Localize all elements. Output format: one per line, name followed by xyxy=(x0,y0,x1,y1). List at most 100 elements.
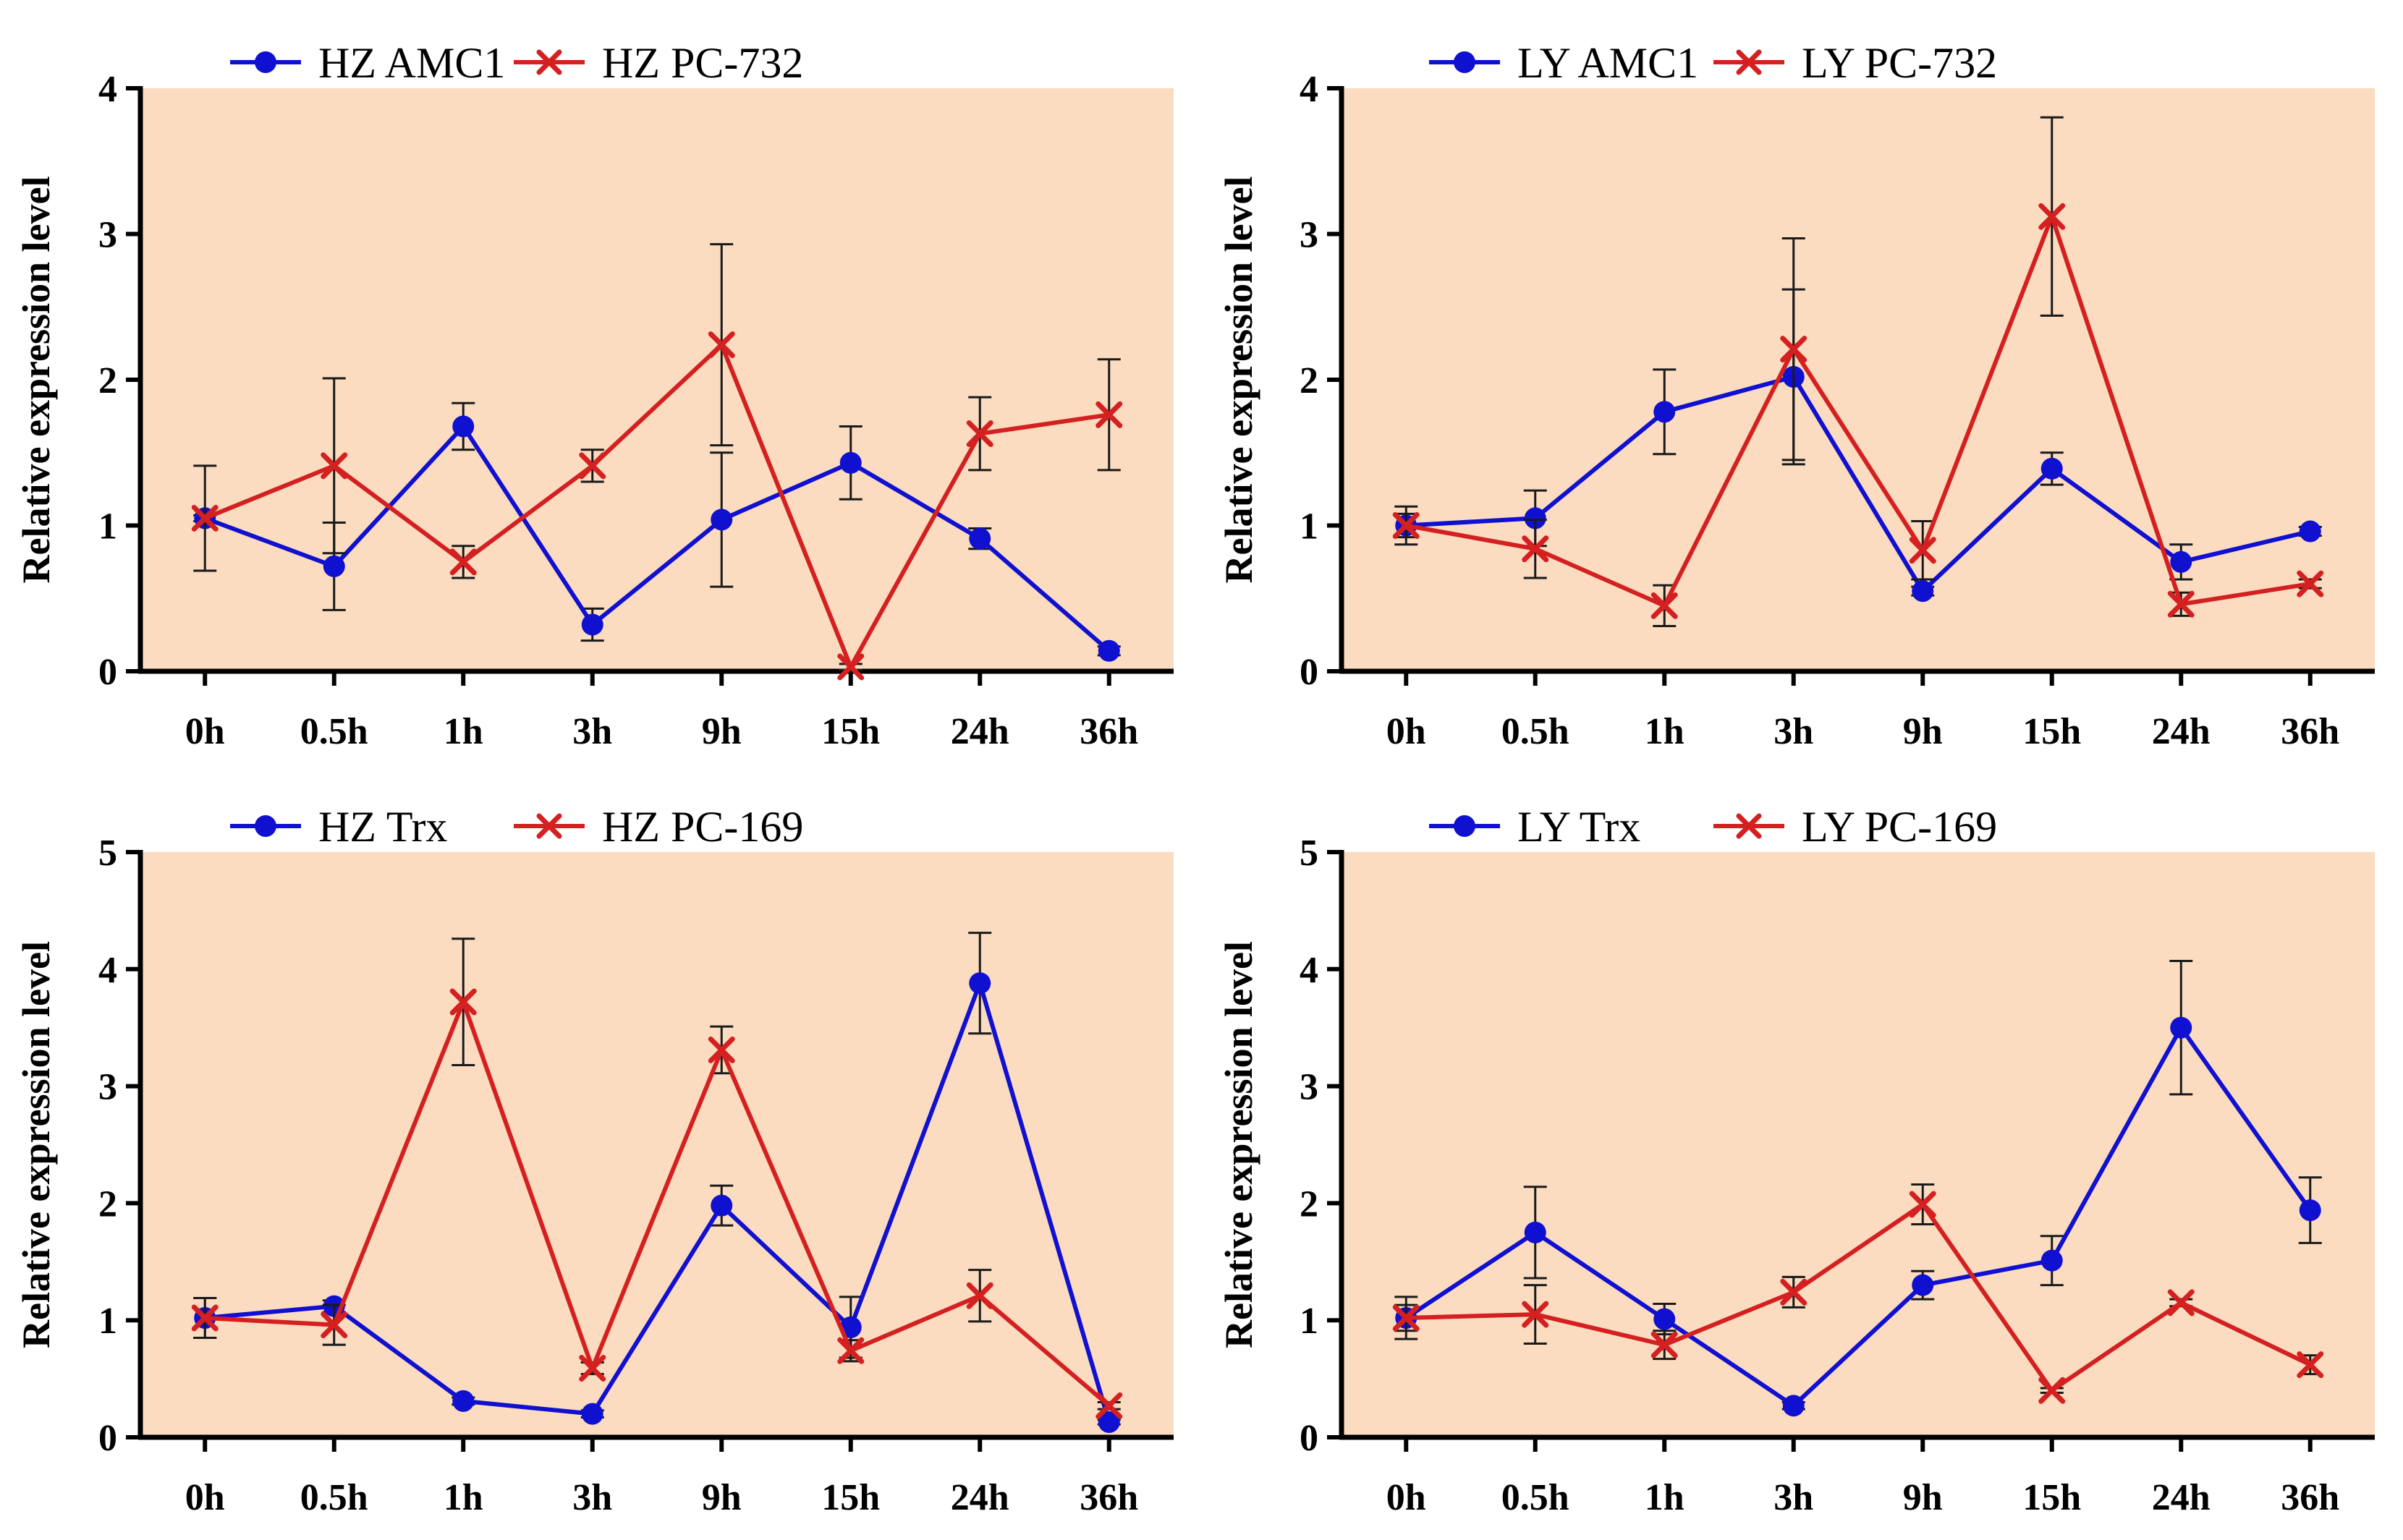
x-tick-label: 0.5h xyxy=(1501,711,1569,752)
data-point xyxy=(966,1282,993,1309)
legend-entry: LY Trx xyxy=(1429,803,1640,851)
y-tick-label: 5 xyxy=(98,833,117,874)
data-point xyxy=(579,1355,606,1382)
y-tick-label: 1 xyxy=(1300,1301,1318,1342)
x-tick-label: 1h xyxy=(1645,711,1684,752)
data-point xyxy=(2167,1289,2195,1316)
data-point xyxy=(708,331,735,359)
legend-label: HZ AMC1 xyxy=(318,39,505,87)
x-tick-label: 15h xyxy=(821,1477,880,1518)
data-point xyxy=(1650,1331,1678,1358)
y-tick-label: 0 xyxy=(98,1418,117,1459)
data-point xyxy=(1909,537,1936,564)
x-tick-label: 36h xyxy=(1080,711,1138,752)
y-tick-label: 4 xyxy=(1300,950,1318,991)
data-point xyxy=(1782,1395,1805,1417)
legend-marker xyxy=(1736,813,1762,839)
x-tick-label: 36h xyxy=(1080,1477,1138,1518)
y-axis-title: Relative expression level xyxy=(1217,941,1260,1348)
legend-label: LY PC-169 xyxy=(1802,803,1997,851)
series-ly-pc-732 xyxy=(1392,116,2324,628)
data-point xyxy=(2297,1351,2324,1379)
data-point xyxy=(1524,1221,1546,1243)
x-tick-label: 3h xyxy=(572,1477,612,1518)
plot-background xyxy=(1342,852,2375,1437)
data-point xyxy=(966,420,993,448)
legend-label: HZ PC-169 xyxy=(602,803,803,851)
x-tick-label: 0h xyxy=(1386,711,1426,752)
data-point xyxy=(2040,457,2063,480)
x-tick-label: 0h xyxy=(185,1477,225,1518)
data-point xyxy=(452,1390,475,1412)
x-tick-label: 0.5h xyxy=(300,1477,368,1518)
data-point xyxy=(449,988,477,1016)
legend-entry: HZ AMC1 xyxy=(230,39,505,87)
y-tick-label: 3 xyxy=(98,1067,117,1108)
data-point xyxy=(1909,1191,1936,1218)
y-tick-label: 3 xyxy=(98,215,117,256)
x-tick-label: 0h xyxy=(185,711,225,752)
series-hz-pc-732 xyxy=(191,243,1123,681)
data-point xyxy=(2170,550,2192,573)
x-tick-label: 3h xyxy=(1773,1477,1813,1518)
x-tick-label: 24h xyxy=(2152,711,2211,752)
series-line xyxy=(204,424,1111,653)
legend-entry: LY PC-732 xyxy=(1713,39,1997,87)
y-axis-title: Relative expression level xyxy=(14,176,58,584)
y-tick-label: 1 xyxy=(98,1301,117,1342)
legend-entry: LY PC-169 xyxy=(1713,803,1997,851)
data-point xyxy=(321,1311,348,1339)
chart-panel-1: 0 1 2 3 4 0h 0.5h 1h 3h 9h 15h 24h 36h Relative expre… xyxy=(14,39,1174,752)
series-line xyxy=(205,1000,1111,1408)
data-point xyxy=(837,1337,865,1364)
data-point xyxy=(581,1403,603,1425)
data-point xyxy=(1524,507,1546,529)
x-tick-label: 3h xyxy=(1773,711,1813,752)
data-point xyxy=(1095,1392,1123,1419)
data-point xyxy=(839,451,862,474)
legend-marker xyxy=(1454,51,1475,73)
data-point xyxy=(1522,535,1549,563)
legend-marker xyxy=(1454,815,1475,837)
legend-marker xyxy=(536,813,562,839)
x-tick-label: 1h xyxy=(444,1477,483,1518)
legend-label: LY Trx xyxy=(1517,803,1640,851)
legend-entry: HZ PC-732 xyxy=(514,39,803,87)
y-tick-label: 2 xyxy=(98,1183,117,1225)
data-point xyxy=(579,452,606,480)
legend-label: LY PC-732 xyxy=(1802,39,1997,87)
data-point xyxy=(1522,1301,1549,1328)
data-point xyxy=(323,555,345,577)
series-line xyxy=(1404,1025,2313,1408)
data-point xyxy=(1098,639,1120,662)
x-tick-label: 15h xyxy=(821,711,880,752)
legend-marker xyxy=(255,815,276,837)
y-axis-title: Relative expression level xyxy=(14,941,58,1348)
x-tick-label: 0.5h xyxy=(1501,1477,1569,1518)
plot-background xyxy=(140,852,1174,1437)
y-tick-label: 1 xyxy=(1300,506,1318,548)
y-tick-label: 4 xyxy=(1300,69,1318,110)
data-point xyxy=(711,509,733,531)
y-tick-label: 0 xyxy=(1300,652,1318,693)
data-point xyxy=(1780,1278,1807,1306)
x-tick-label: 1h xyxy=(1645,1477,1684,1518)
legend-marker xyxy=(536,49,562,75)
legend-marker xyxy=(1736,49,1762,75)
x-tick-label: 15h xyxy=(2022,711,2081,752)
series-ly-pc-169 xyxy=(1392,1183,2324,1404)
y-tick-label: 1 xyxy=(98,506,117,548)
x-tick-label: 15h xyxy=(2022,1477,2081,1518)
legend-entry: HZ Trx xyxy=(230,803,447,851)
data-point xyxy=(2038,203,2066,230)
data-point xyxy=(711,1194,733,1217)
plot-background xyxy=(140,88,1174,671)
x-tick-label: 3h xyxy=(572,711,612,752)
chart-panel-3: 0 1 2 3 4 5 0h 0.5h 1h 3h 9h 15h 24h 36h Relative expr… xyxy=(14,803,1174,1518)
data-point xyxy=(1780,336,1807,363)
series-line xyxy=(1406,1202,2312,1393)
y-tick-label: 4 xyxy=(98,950,117,991)
y-tick-label: 0 xyxy=(98,652,117,693)
y-axis-title: Relative expression level xyxy=(1217,176,1260,584)
